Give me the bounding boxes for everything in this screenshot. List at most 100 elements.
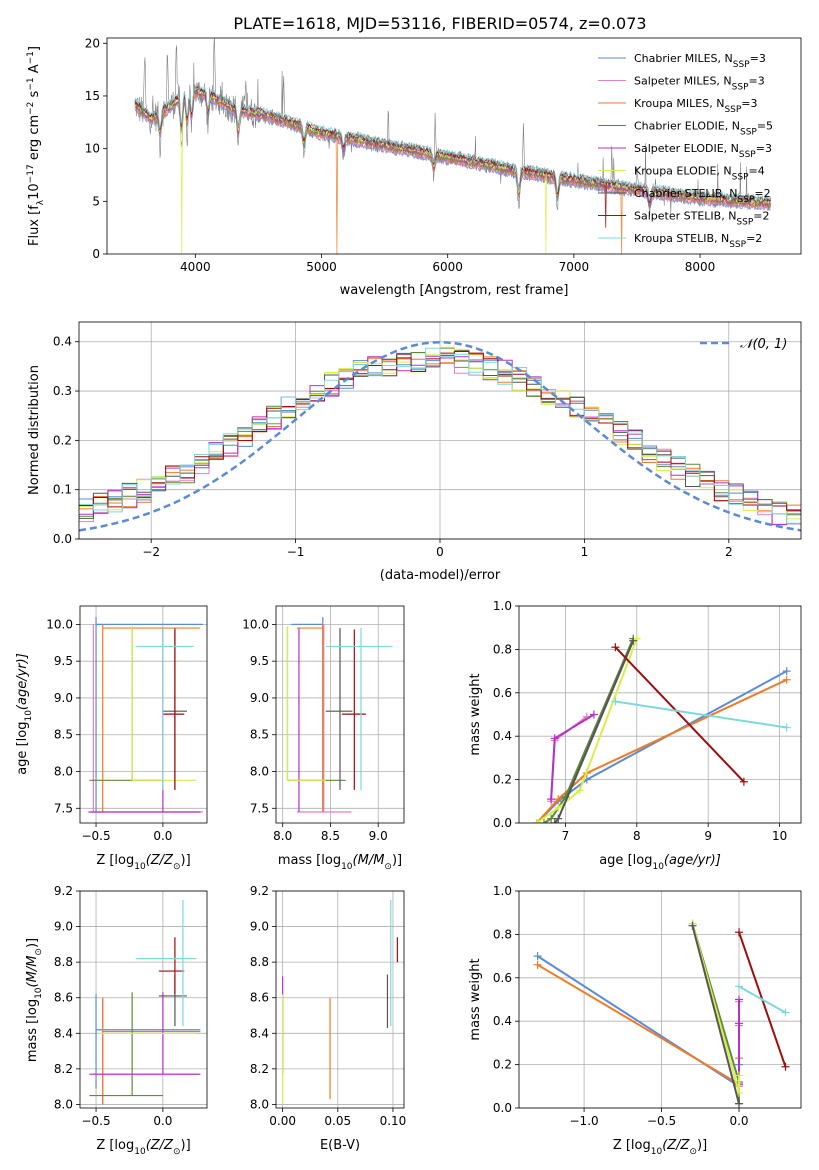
age-vs-mass-chart: 8.0 8.5 9.0 7.5 8.0 8.5 9.0 9.5 10.0 mass [log10(… bbox=[242, 605, 405, 872]
y-tick-label: 0.4 bbox=[493, 1014, 512, 1028]
y-tick-label: 1.0 bbox=[493, 884, 512, 898]
age-vs-metallicity-chart: −0.5 0.07.58.08.59.09.510.0Z [log10(Z/Z⊙)… bbox=[15, 605, 208, 872]
x-axis-label: Z [log10(Z/Z⊙)] bbox=[96, 853, 190, 872]
y-tick-label: 8.4 bbox=[54, 1026, 73, 1040]
x-tick-label: 0.05 bbox=[324, 1114, 351, 1128]
y-tick-label: 8.4 bbox=[250, 1026, 269, 1040]
label-part: (age/yr)] bbox=[664, 853, 721, 868]
axes-frame bbox=[78, 321, 802, 540]
series-line bbox=[536, 678, 788, 823]
mass-vs-extinction-chart: 0.00 0.05 0.10 8.0 8.2 8.4 8.6 8.8 9.0 9.2 E(B-V) bbox=[250, 884, 406, 1153]
x-axis-label: (data-model)/error bbox=[380, 568, 501, 583]
plot-area bbox=[282, 899, 398, 1105]
label-part: 10 bbox=[24, 710, 34, 722]
label-part: (M/M bbox=[25, 956, 40, 988]
label-part: 10 bbox=[652, 862, 664, 872]
label-part: erg cm bbox=[27, 115, 42, 164]
label-part: SSP bbox=[732, 83, 749, 93]
label-part: mass [log bbox=[278, 853, 341, 868]
x-axis-label: Z [log10(Z/Z⊙)] bbox=[96, 1138, 190, 1157]
label-part: 10 bbox=[134, 862, 146, 872]
x-tick-label: 8.0 bbox=[273, 829, 292, 843]
y-tick-label: 1.0 bbox=[493, 599, 512, 613]
label-part: (Z/Z bbox=[146, 853, 174, 868]
histogram-step-line bbox=[79, 347, 801, 524]
series-line bbox=[615, 700, 787, 729]
axes-frame bbox=[275, 890, 405, 1109]
label-part: λ bbox=[36, 199, 46, 205]
y-tick-label: 15 bbox=[85, 89, 100, 103]
label-part: )] bbox=[181, 853, 191, 868]
x-axis-label: E(B-V) bbox=[320, 1138, 360, 1153]
series-line bbox=[691, 925, 740, 1104]
x-axis-label: Z [log10(Z/Z⊙)] bbox=[613, 1138, 707, 1157]
y-tick-label: 0.0 bbox=[493, 1101, 512, 1115]
y-tick-label: 0.8 bbox=[493, 642, 512, 656]
plot-area bbox=[134, 38, 772, 254]
legend-entry: Chabrier ELODIE, NSSP=5 bbox=[634, 120, 773, 138]
label-part: SSP bbox=[739, 150, 756, 160]
y-tick-label: 0.8 bbox=[493, 927, 512, 941]
x-tick-label: 9.0 bbox=[369, 829, 388, 843]
plot-area bbox=[533, 919, 790, 1108]
label-part: (M/M bbox=[353, 853, 385, 868]
label-part: SSP bbox=[724, 105, 741, 115]
y-tick-label: 9.2 bbox=[250, 884, 269, 898]
label-part: Flux [f bbox=[27, 205, 42, 246]
label-part: −1 bbox=[26, 77, 36, 90]
legend-entry: Kroupa ELODIE, NSSP=4 bbox=[634, 165, 765, 183]
legend-entry: Salpeter MILES, NSSP=3 bbox=[634, 75, 765, 93]
legend-entry: Chabrier MILES, NSSP=3 bbox=[634, 52, 766, 70]
x-tick-label: 6000 bbox=[432, 260, 463, 274]
y-tick-label: 0 bbox=[92, 247, 100, 261]
y-tick-label: 8.0 bbox=[54, 1097, 73, 1111]
label-part: age [log bbox=[599, 853, 652, 868]
y-axis-label: mass weight bbox=[468, 958, 483, 1040]
axes-frame bbox=[79, 605, 208, 824]
mass-vs-metallicity-chart: −0.5 0.08.08.28.48.68.89.09.2Z [log10(Z/Z… bbox=[25, 884, 208, 1157]
x-tick-label: 0 bbox=[436, 545, 444, 559]
label-part: −17 bbox=[26, 164, 36, 183]
label-part: SSP bbox=[736, 218, 753, 228]
histogram-step-line bbox=[79, 353, 801, 519]
label-part: SSP bbox=[729, 240, 746, 250]
y-tick-label: 0.2 bbox=[53, 433, 72, 447]
label-part: )] bbox=[392, 853, 402, 868]
x-tick-label: 0.0 bbox=[729, 1114, 748, 1128]
series-line bbox=[738, 985, 786, 1014]
label-part: (Z/Z bbox=[662, 1138, 690, 1153]
label-part: −2 bbox=[26, 102, 36, 115]
x-tick-label: −0.5 bbox=[81, 829, 110, 843]
y-tick-label: 8.2 bbox=[250, 1062, 269, 1076]
y-tick-label: 20 bbox=[85, 36, 100, 50]
y-tick-label: 8.2 bbox=[54, 1062, 73, 1076]
y-tick-label: 0.2 bbox=[493, 1058, 512, 1072]
y-tick-label: 10.0 bbox=[46, 617, 73, 631]
plot-area bbox=[88, 617, 203, 813]
label-part: Z [log bbox=[613, 1138, 651, 1153]
residuals-histogram: −2 −1 0 1 2 0.0 0.1 0.2 0.3 0.4 𝒩(0, 1) (data-model… bbox=[27, 321, 802, 583]
y-axis-label: mass weight bbox=[468, 673, 483, 755]
y-tick-label: 0.1 bbox=[53, 483, 72, 497]
label-part: =3 bbox=[756, 142, 772, 155]
legend-entry: Salpeter ELODIE, NSSP=3 bbox=[634, 142, 772, 160]
label-part: 10 bbox=[341, 862, 353, 872]
y-tick-label: 8.0 bbox=[250, 765, 269, 779]
x-tick-label: 0.00 bbox=[269, 1114, 296, 1128]
figure-title: PLATE=1618, MJD=53116, FIBERID=0574, z=0… bbox=[233, 14, 646, 33]
label-part: 10 bbox=[27, 183, 42, 200]
y-tick-label: 0.3 bbox=[53, 384, 72, 398]
y-tick-label: 9.0 bbox=[54, 691, 73, 705]
label-part: (Z/Z bbox=[146, 1138, 174, 1153]
y-tick-label: 10 bbox=[85, 142, 100, 156]
normal-distribution-curve bbox=[79, 340, 801, 532]
legend-entry: Kroupa STELIB, NSSP=2 bbox=[634, 232, 762, 250]
label-part: (age/yr)] bbox=[15, 653, 30, 710]
model-spectrum-line bbox=[134, 84, 771, 201]
series-line bbox=[543, 638, 635, 823]
x-axis-label: age [log10(age/yr)] bbox=[599, 853, 721, 872]
label-part: ⊙ bbox=[34, 948, 44, 956]
label-part: Salpeter ELODIE, N bbox=[634, 142, 739, 155]
x-tick-label: 0.0 bbox=[153, 1114, 172, 1128]
